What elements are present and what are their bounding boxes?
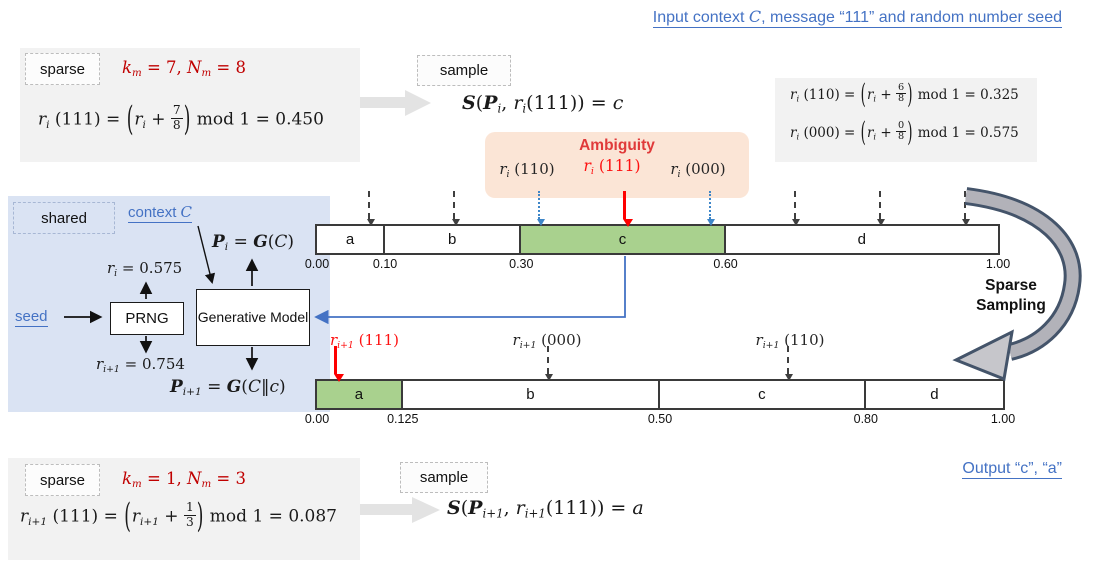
bottom-probability-bar: a b c d 0.00 0.125 0.50 0.80 1.00 bbox=[305, 346, 1015, 426]
sample-tag-1: sample bbox=[417, 55, 511, 86]
sparse-params-2: km = 1, Nm = 3 bbox=[122, 469, 246, 491]
sparse-tag-1-label: sparse bbox=[39, 60, 86, 78]
bar-tick-0.00: 0.00 bbox=[304, 257, 330, 271]
ri-000-formula: ri (000) = (ri + 0 8) mod 1 = 0.575 bbox=[790, 116, 1019, 149]
bar-segment-a: a bbox=[317, 226, 386, 253]
sampling-arrow-red-solid bbox=[333, 346, 344, 382]
context-link-text: context C bbox=[128, 203, 193, 223]
sampling-arrow-black-dashed bbox=[366, 191, 375, 226]
input-context-heading: Input context C, message “111” and rando… bbox=[540, 7, 1062, 28]
bar-tick-0.125: 0.125 bbox=[387, 412, 419, 426]
bar-tick-0.30: 0.30 bbox=[509, 257, 534, 271]
sampling-arrow-blue-dotted bbox=[536, 191, 545, 226]
params-side-panel bbox=[775, 78, 1037, 162]
feedback-arrow bbox=[314, 256, 626, 325]
sample-tag-2: sample bbox=[400, 462, 488, 493]
ri1-110-label: ri+1 (110) bbox=[755, 331, 825, 351]
ri1-value: ri+1 = 0.754 bbox=[96, 355, 185, 375]
sampling-arrow-black-dashed bbox=[792, 191, 801, 226]
bar-segment-a: a bbox=[317, 381, 403, 408]
sparse-tag-2-label: sparse bbox=[39, 471, 86, 489]
top-probability-bar: a b c d 0.00 0.10 0.30 0.60 1.00 bbox=[305, 191, 1010, 271]
prng-box: PRNG bbox=[110, 302, 184, 335]
output-heading-text: Output “c”, “a” bbox=[962, 460, 1062, 479]
Pi1-formula: Pi+1 = G(C‖c) bbox=[170, 377, 286, 399]
flow-arrow-2 bbox=[360, 504, 412, 515]
sparse-params-1: km = 7, Nm = 8 bbox=[122, 58, 246, 80]
sample-tag-2-label: sample bbox=[419, 469, 469, 486]
sparse-tag-1: sparse bbox=[25, 53, 100, 85]
sampling-arrow-black-dashed bbox=[545, 346, 554, 381]
ri1-000-label: ri+1 (000) bbox=[512, 331, 582, 351]
bar-segment-d: d bbox=[865, 381, 1003, 408]
bar-tick-0.50: 0.50 bbox=[647, 412, 673, 426]
bar-segment-d: d bbox=[725, 226, 998, 253]
ri-111-label: ri (111) bbox=[583, 157, 641, 177]
bar-tick-1.00: 1.00 bbox=[985, 257, 1011, 271]
shared-tag-label: shared bbox=[41, 209, 87, 227]
prng-box-label: PRNG bbox=[125, 310, 169, 327]
seed-link: seed bbox=[15, 308, 48, 327]
sparse-sampling-label: Sparse Sampling bbox=[955, 276, 1067, 316]
sparse-sampling-label-line1: Sparse bbox=[985, 277, 1037, 294]
ri-110-label: ri (110) bbox=[499, 160, 555, 180]
ri1-111-label: ri+1 (111) bbox=[330, 331, 399, 351]
bar-segment-b: b bbox=[402, 381, 660, 408]
bar-segment-c: c bbox=[660, 381, 866, 408]
seed-link-text: seed bbox=[15, 308, 48, 327]
bar-tick-0.00: 0.00 bbox=[304, 412, 330, 426]
shared-tag: shared bbox=[13, 202, 115, 234]
bar-tick-0.60: 0.60 bbox=[713, 257, 738, 271]
output-heading: Output “c”, “a” bbox=[920, 460, 1062, 479]
sample-tag-1-label: sample bbox=[439, 62, 489, 79]
ri-value: ri = 0.575 bbox=[107, 259, 183, 279]
sparse-sampling-arrowhead bbox=[952, 329, 1014, 382]
ri1-111-formula: ri+1 (111) = (ri+1 + 1 3) mod 1 = 0.087 bbox=[20, 496, 337, 537]
sampling-arrow-black-dashed bbox=[451, 191, 460, 226]
sampling-arrow-black-dashed bbox=[962, 191, 971, 226]
ambiguity-callout bbox=[485, 132, 749, 198]
ri-110-formula: ri (110) = (ri + 6 8) mod 1 = 0.325 bbox=[790, 78, 1019, 111]
bar-tick-1.00: 1.00 bbox=[990, 412, 1016, 426]
bar-segment-b: b bbox=[385, 226, 522, 253]
flow-arrow-1 bbox=[360, 97, 405, 108]
generative-model-box: Generative Model bbox=[196, 289, 310, 346]
sampling-arrow-black-dashed bbox=[785, 346, 794, 381]
bar-tick-0.10: 0.10 bbox=[372, 257, 398, 271]
sparse-sampling-label-line2: Sampling bbox=[976, 297, 1046, 314]
input-context-heading-text: Input context C, message “111” and rando… bbox=[652, 7, 1062, 28]
sparse-tag-2: sparse bbox=[25, 464, 100, 496]
bar-segment-c: c bbox=[521, 226, 726, 253]
sampling-arrow-red-solid bbox=[622, 191, 633, 227]
bar-tick-0.80: 0.80 bbox=[853, 412, 878, 426]
ri-000-label: ri (000) bbox=[670, 160, 726, 180]
flow-arrow-2-head bbox=[412, 496, 440, 523]
flow-arrow-1-head bbox=[405, 89, 431, 116]
sample-formula-1: S(Pi, ri(111)) = c bbox=[462, 92, 624, 116]
ambiguity-title: Ambiguity bbox=[579, 137, 655, 154]
generative-model-label: Generative Model bbox=[197, 309, 309, 326]
sampling-arrow-blue-dotted bbox=[707, 191, 716, 226]
sampling-arrow-black-dashed bbox=[877, 191, 886, 226]
context-link: context C bbox=[128, 203, 193, 223]
sample-formula-2: S(Pi+1, ri+1(111)) = a bbox=[447, 497, 644, 521]
Pi-formula: Pi = G(C) bbox=[212, 232, 295, 254]
ri-111-formula: ri (111) = (ri + 7 8) mod 1 = 0.450 bbox=[38, 99, 324, 140]
